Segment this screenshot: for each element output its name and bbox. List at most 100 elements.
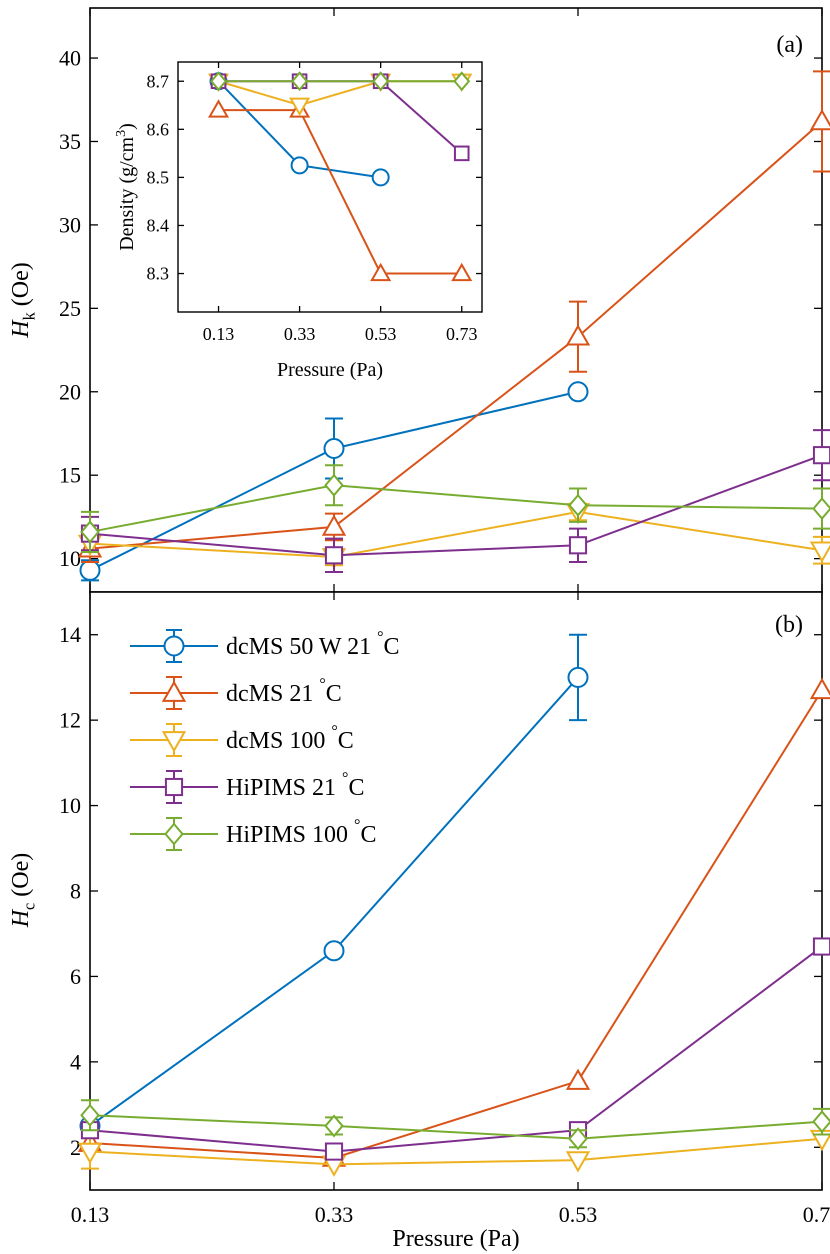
data-point [289, 97, 311, 117]
data-point [812, 937, 830, 956]
x-axis-label: Pressure (Pa) [392, 1226, 519, 1252]
x-tick-label: 0.13 [71, 1202, 110, 1227]
data-point [324, 1114, 344, 1138]
series-line [89, 510, 823, 558]
data-point [453, 145, 470, 162]
x-tick-label: 0.73 [446, 324, 478, 344]
y-tick-label: 15 [59, 463, 81, 488]
y-tick-label: 35 [59, 129, 81, 154]
legend-entry: dcMS 100 °C [130, 723, 354, 757]
y-tick-label: 8.4 [147, 216, 170, 236]
legend-label: HiPIMS 100 °C [226, 817, 376, 848]
inset-x-axis-label: Pressure (Pa) [277, 359, 383, 381]
inset-y-label-main: Density (g/cm [116, 136, 138, 250]
legend-label-main: dcMS 50 W 21 [226, 634, 377, 660]
legend-marker [161, 731, 187, 753]
y-tick-label: 10 [59, 546, 81, 571]
series-line [89, 689, 823, 1159]
y-tick-label: 20 [59, 379, 81, 404]
y-tick-label: 8.5 [147, 168, 170, 188]
legend-label-main: HiPIMS 100 [226, 822, 354, 848]
legend-label-main: HiPIMS 21 [226, 775, 342, 801]
legend-label-main: dcMS 100 [226, 728, 331, 754]
data-point [321, 514, 347, 536]
data-point [324, 1142, 344, 1161]
y-tick-label: 4 [70, 1049, 81, 1074]
data-point [567, 666, 589, 688]
y-tick-label: 30 [59, 212, 81, 237]
x-tick-label: 0.13 [203, 324, 235, 344]
data-point [208, 99, 230, 118]
legend-label-unit: C [326, 681, 342, 707]
data-point [79, 559, 101, 581]
y-label-unit: (Oe) [8, 853, 34, 903]
data-point [568, 1127, 588, 1151]
plot-frame [89, 591, 823, 1191]
panel-label-b: (b) [775, 612, 803, 638]
legend-label-degree: ° [354, 817, 360, 834]
data-point [451, 262, 473, 282]
series-line [89, 120, 823, 550]
panel-inset-density: 8.3 8.4 8.5 8.6 8.7 0.13 0.33 0.53 0.73 Pressure … [114, 61, 483, 381]
legend-label-unit: C [384, 634, 400, 660]
y-tick-label: 8.7 [147, 71, 170, 91]
series-hipims-100-c [80, 464, 830, 553]
legend-label: dcMS 21 °C [226, 676, 342, 707]
data-point [323, 940, 345, 962]
data-point [372, 71, 390, 92]
series-line [89, 1137, 823, 1166]
y-label-sub: k [20, 311, 39, 320]
data-point [324, 546, 344, 565]
y-tick-label: 25 [59, 296, 81, 321]
x-tick-label: 0.73 [803, 1202, 830, 1227]
legend-entry: HiPIMS 100 °C [130, 817, 376, 851]
legend-entry: dcMS 50 W 21 °C [130, 629, 400, 663]
series-line [89, 484, 823, 533]
panel-label-a: (a) [776, 32, 803, 58]
series-hipims-100-c [210, 71, 471, 92]
y-tick-label: 8.6 [147, 119, 170, 139]
legend-label-unit: C [338, 728, 354, 754]
series-hipims-100-c [80, 1099, 830, 1151]
series-line [89, 1114, 823, 1140]
data-point [80, 520, 100, 544]
legend-label-degree: ° [377, 629, 383, 646]
data-point [565, 324, 591, 346]
x-tick-label: 0.53 [365, 324, 397, 344]
legend-marker [164, 777, 184, 797]
inset-y-label-sup: 3 [114, 130, 129, 137]
data-point [565, 1151, 591, 1173]
plot-frame [177, 61, 483, 313]
series-line [89, 454, 823, 557]
x-tick-label: 0.33 [315, 1202, 354, 1227]
legend-label-degree: ° [331, 723, 337, 740]
y-tick-label: 14 [59, 622, 81, 647]
legend-label-unit: C [360, 822, 376, 848]
y-tick-label: 8 [70, 878, 81, 903]
data-point [371, 168, 390, 187]
y-tick-label: 6 [70, 964, 81, 989]
y-label-unit: (Oe) [8, 262, 34, 312]
legend-entry: HiPIMS 21 °C [130, 770, 364, 804]
legend-label: HiPIMS 21 °C [226, 770, 364, 801]
legend-marker [164, 822, 184, 846]
data-point [324, 473, 344, 497]
data-point [290, 156, 309, 175]
y-tick-label: 2 [70, 1135, 81, 1160]
data-point [809, 108, 830, 131]
data-point [453, 71, 471, 92]
y-label-sub: c [20, 903, 39, 910]
legend-label: dcMS 50 W 21 °C [226, 629, 400, 660]
data-point [809, 541, 830, 563]
series-line [218, 109, 462, 275]
data-point [210, 71, 227, 92]
legend-entry: dcMS 21 °C [130, 676, 342, 710]
inset-y-axis-label: Density (g/cm3) [114, 123, 138, 251]
data-point [291, 71, 309, 92]
data-point [812, 446, 830, 465]
inset-y-label-close: ) [116, 123, 138, 130]
y-tick-label: 8.3 [147, 264, 170, 284]
y-tick-label: 12 [59, 708, 81, 733]
data-point [568, 493, 588, 517]
